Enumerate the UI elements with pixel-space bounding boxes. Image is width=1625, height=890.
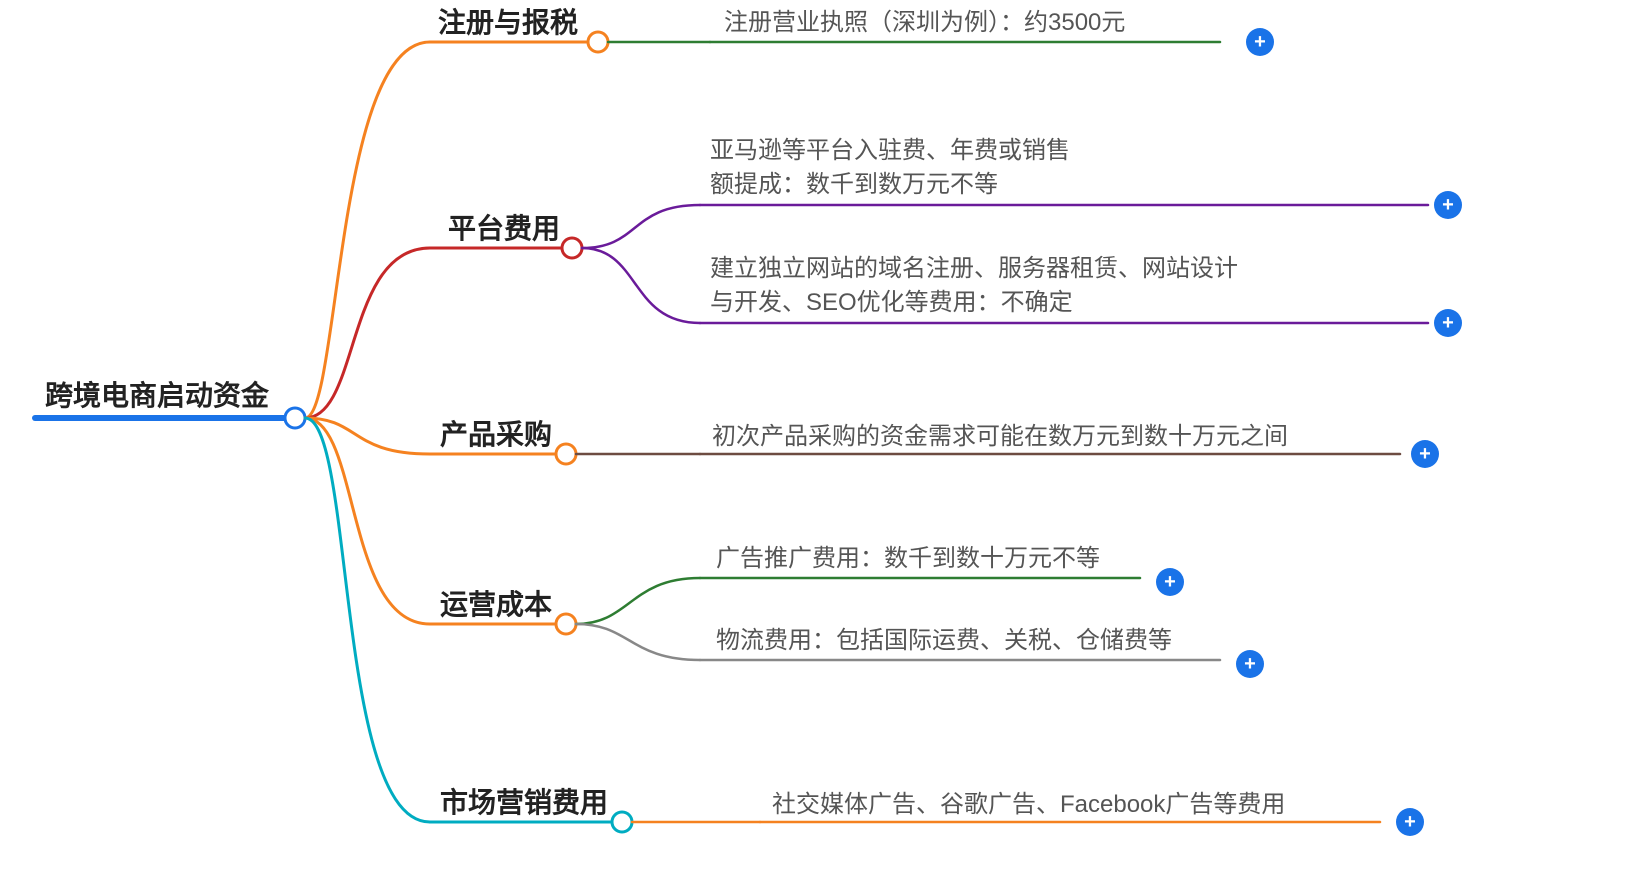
expand-button[interactable]: + — [1434, 191, 1462, 219]
branch-node[interactable] — [612, 812, 632, 832]
root-node[interactable] — [285, 408, 305, 428]
expand-button[interactable]: + — [1236, 650, 1264, 678]
leaf-label-line2: 与开发、SEO优化等费用：不确定 — [710, 289, 1073, 316]
expand-button[interactable]: + — [1411, 440, 1439, 468]
plus-icon: + — [1244, 653, 1256, 675]
root-label: 跨境电商启动资金 — [45, 379, 270, 411]
leaf-label: 初次产品采购的资金需求可能在数万元到数十万元之间 — [712, 423, 1288, 450]
leaf-connector — [582, 248, 700, 323]
leaf-label: 社交媒体广告、谷歌广告、Facebook广告等费用 — [772, 791, 1285, 818]
leaf-label: 物流费用：包括国际运费、关税、仓储费等 — [716, 627, 1172, 654]
leaf-connector — [576, 624, 700, 660]
leaf-connector — [582, 205, 700, 248]
mindmap-canvas: 跨境电商启动资金 注册与报税 注册营业执照（深圳为例）：约3500元 + 平台费用 亚马逊… — [0, 0, 1625, 890]
leaf-label: 注册营业执照（深圳为例）：约3500元 — [724, 9, 1125, 36]
plus-icon: + — [1419, 443, 1431, 465]
leaf-connector — [576, 578, 700, 624]
expand-button[interactable]: + — [1396, 808, 1424, 836]
branch-node[interactable] — [588, 32, 608, 52]
plus-icon: + — [1254, 31, 1266, 53]
leaf-label: 广告推广费用：数千到数十万元不等 — [716, 545, 1100, 572]
plus-icon: + — [1164, 571, 1176, 593]
branch-node[interactable] — [562, 238, 582, 258]
plus-icon: + — [1442, 312, 1454, 334]
branch-label: 市场营销费用 — [440, 786, 608, 818]
plus-icon: + — [1404, 811, 1416, 833]
expand-button[interactable]: + — [1434, 309, 1462, 337]
expand-button[interactable]: + — [1156, 568, 1184, 596]
branch-node[interactable] — [556, 444, 576, 464]
plus-icon: + — [1442, 194, 1454, 216]
branch-label: 产品采购 — [440, 418, 552, 450]
branch-label: 注册与报税 — [438, 6, 578, 38]
leaf-label: 亚马逊等平台入驻费、年费或销售 — [710, 137, 1070, 164]
branch-node[interactable] — [556, 614, 576, 634]
branch-label: 平台费用 — [448, 212, 560, 244]
leaf-label-line2: 额提成：数千到数万元不等 — [710, 171, 998, 198]
expand-button[interactable]: + — [1246, 28, 1274, 56]
leaf-label: 建立独立网站的域名注册、服务器租赁、网站设计 — [710, 255, 1238, 282]
branch-connector — [305, 248, 430, 418]
branch-connector — [305, 42, 430, 418]
branch-label: 运营成本 — [440, 589, 552, 620]
